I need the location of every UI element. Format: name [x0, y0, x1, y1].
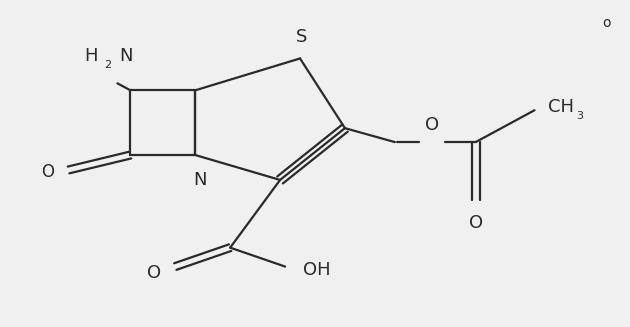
Text: O: O: [425, 116, 439, 134]
Text: H: H: [84, 47, 98, 65]
Text: N: N: [120, 47, 133, 65]
Text: 2: 2: [104, 60, 111, 70]
Text: OH: OH: [303, 261, 331, 279]
Text: N: N: [193, 171, 207, 189]
Text: O: O: [469, 214, 483, 232]
Text: CH: CH: [549, 98, 575, 116]
Text: o: o: [602, 16, 610, 30]
Text: 3: 3: [576, 111, 583, 121]
Text: O: O: [42, 163, 55, 181]
Text: O: O: [147, 264, 161, 282]
Text: S: S: [296, 27, 307, 45]
